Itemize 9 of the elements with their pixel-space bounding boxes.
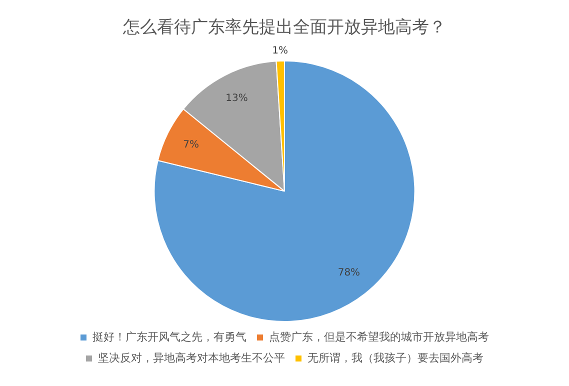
legend-label: 坚决反对，异地高考对本地考生不公平 bbox=[98, 351, 285, 364]
legend-label: 挺好！广东开风气之先，有勇气 bbox=[92, 330, 246, 344]
data-label: 1% bbox=[272, 46, 288, 57]
chart-title: 怎么看待广东率先提出全面开放异地高考？ bbox=[122, 18, 446, 38]
data-label: 13% bbox=[226, 93, 248, 104]
legend-label: 点赞广东，但是不希望我的城市开放异地高考 bbox=[269, 330, 489, 344]
data-label: 78% bbox=[338, 268, 360, 279]
legend-label: 无所谓，我（我孩子）要去国外高考 bbox=[308, 351, 484, 364]
data-label: 7% bbox=[183, 140, 200, 151]
